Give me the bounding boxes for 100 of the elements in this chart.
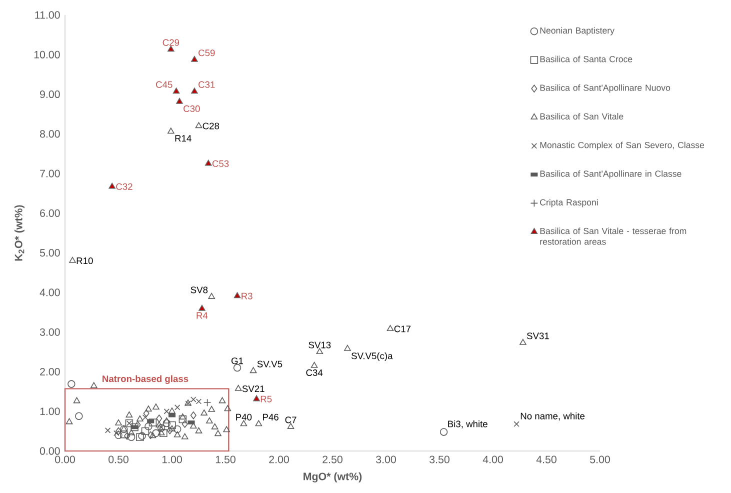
annotation: C7 [285,416,296,424]
point [134,420,141,429]
legend-label: Basilica of Sant'Apollinare in Classe [540,170,682,179]
point [108,182,116,189]
x-tick-label: 1.50 [216,456,236,464]
point [148,431,154,440]
point [195,427,202,434]
y-tick-label: 7.00 [40,170,60,178]
y-tick-label: 2.00 [40,368,60,376]
point [191,56,198,62]
point [224,405,232,412]
y-tick-label: 3.00 [40,328,60,336]
point [253,395,260,402]
point [204,160,212,166]
point [206,417,213,424]
point [234,292,241,298]
annotation: SV13 [308,342,331,348]
point [168,128,174,134]
point [127,433,136,441]
annotation: R10 [76,257,93,264]
legend-label: Basilica of Santa Croce [540,56,632,62]
point [176,98,183,104]
point [163,417,170,424]
point [181,433,188,440]
point [66,418,73,424]
annotation: Bi3, white [448,420,488,428]
annotation: SV.V5(c)a [352,352,393,362]
point [255,420,262,426]
point [240,420,248,426]
annotation: R4 [196,312,208,319]
point [223,426,230,432]
legend-label: Monastic Complex of San Severo, Classe [540,142,704,150]
y-tick-label: 9.00 [40,90,60,98]
point [145,406,152,412]
point [104,428,111,434]
legend-label: Neonian Baptistery [540,27,614,36]
point [136,433,144,441]
legend-label: Basilica of San Vitale - tesserae from restoration areas [540,228,686,245]
annotation: C17 [394,326,411,332]
point [142,414,148,420]
y-axis-title: K$_{2}$O* (wt%) [14,205,24,261]
point [75,412,83,420]
x-tick-label: 2.00 [269,456,289,464]
point [164,408,170,414]
annotation: G1 [232,358,244,364]
annotation: P40 [236,414,252,420]
point [136,415,144,422]
point [386,325,394,332]
y-tick-label: 0.00 [40,447,60,455]
annotation: No name, white [520,412,585,420]
point [198,304,206,311]
y-tick-label: 4.00 [40,288,60,296]
legend-label: Basilica of Sant'Apollinare Nuovo [540,84,670,93]
legend-label: Cripta Rasponi [540,198,598,208]
point [68,380,76,388]
annotation: C30 [184,105,200,112]
point [310,362,318,368]
x-tick-label: 4.50 [536,456,556,464]
point [182,420,188,428]
point [73,397,80,404]
x-tick-label: 2.50 [322,456,342,464]
annotation: R5 [260,396,272,402]
point [250,367,257,374]
annotation: C31 [198,81,215,88]
x-axis-title: MgO* (wt%) [304,472,362,482]
annotation: R3 [242,292,252,300]
annotation: P46 [263,414,278,420]
point [168,425,176,432]
annotation: C53 [212,160,229,167]
point [520,338,526,345]
point [143,409,150,418]
x-tick-label: 0.00 [55,456,75,464]
point [174,431,181,438]
annotation: SV31 [526,332,549,340]
x-tick-label: 3.00 [376,456,396,464]
annotation: R14 [175,135,192,142]
y-tick-label: 5.00 [40,249,60,257]
x-tick-label: 4.00 [482,456,503,464]
annotation: C34 [306,369,323,376]
y-tick-label: 10.00 [34,50,60,58]
point [124,432,130,440]
annotation: SV8 [190,286,208,294]
annotation: C29 [162,39,180,46]
annotation: C45 [156,81,172,88]
point [152,429,160,438]
point [172,88,180,94]
point [162,419,171,428]
annotation: Natron-based glass [102,375,188,384]
point [156,414,162,422]
y-tick-label: 11.00 [35,11,60,19]
point [156,421,163,428]
point [211,423,218,430]
y-tick-label: 1.00 [40,408,60,416]
point [90,382,98,388]
point [69,256,76,263]
point [344,344,351,351]
point [152,404,160,410]
point [514,421,520,427]
point [178,415,187,424]
point [200,409,208,416]
